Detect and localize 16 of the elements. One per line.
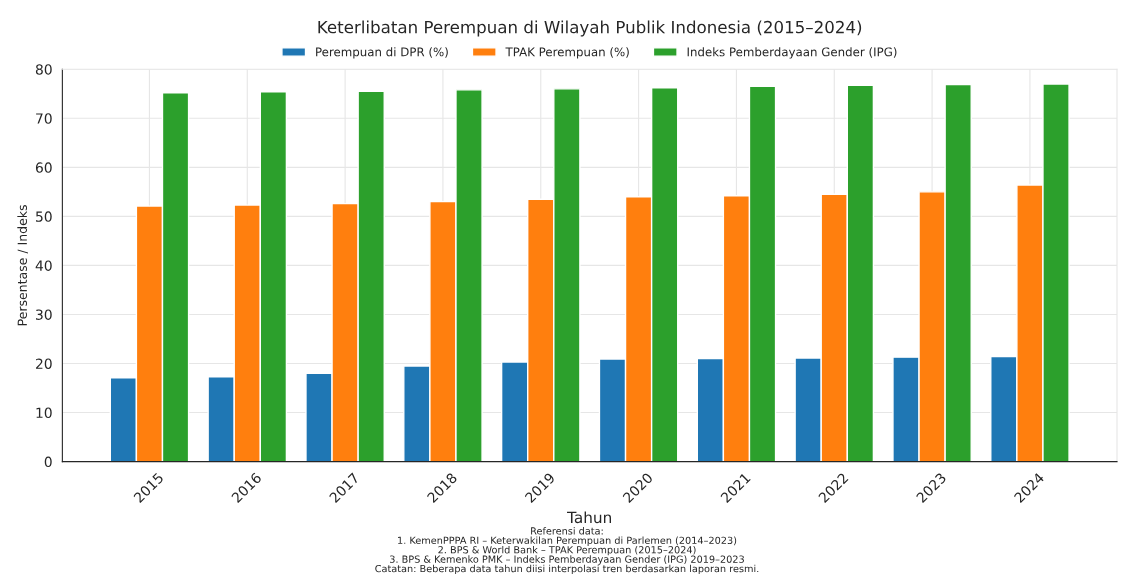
chart-title: Keterlibatan Perempuan di Wilayah Publik Indonesia (2015–2024) <box>318 20 862 37</box>
y-tick-label: 80 <box>35 64 52 75</box>
y-tick-label: 70 <box>36 113 52 124</box>
y-tick-label: 40 <box>35 260 52 271</box>
text: Referensi data: 1. KemenPPPA RI – Keterwakilan Perempuan di Parlemen (2014–2023) 2. BPS & World Bank – TPAK Perempuan (2015–2024) 3. BPS & Kemenko PMK – Indeks Pemberdayaan Gender (IPG) 2019–2023 Catatan: Beberapa data tahun diisi interpolasi tren berdasarkan laporan resmi. <box>375 527 759 575</box>
x-axis-title: Tahun <box>567 511 611 524</box>
y-tick-label: 60 <box>35 162 52 173</box>
legend-label: TPAK Perempuan (%) <box>505 47 629 59</box>
y-tick-label: 10 <box>36 407 52 419</box>
legend-label: Perempuan di DPR (%) <box>316 47 448 59</box>
y-tick-label: 0 <box>44 456 52 468</box>
y-tick-label: 20 <box>35 358 52 369</box>
y-axis-title: Persentase / Indeks <box>17 205 28 326</box>
y-tick-label: 30 <box>36 309 52 320</box>
legend-label: Indeks Pemberdayaan Gender (IPG) <box>687 47 897 59</box>
y-tick-label: 50 <box>36 211 52 222</box>
